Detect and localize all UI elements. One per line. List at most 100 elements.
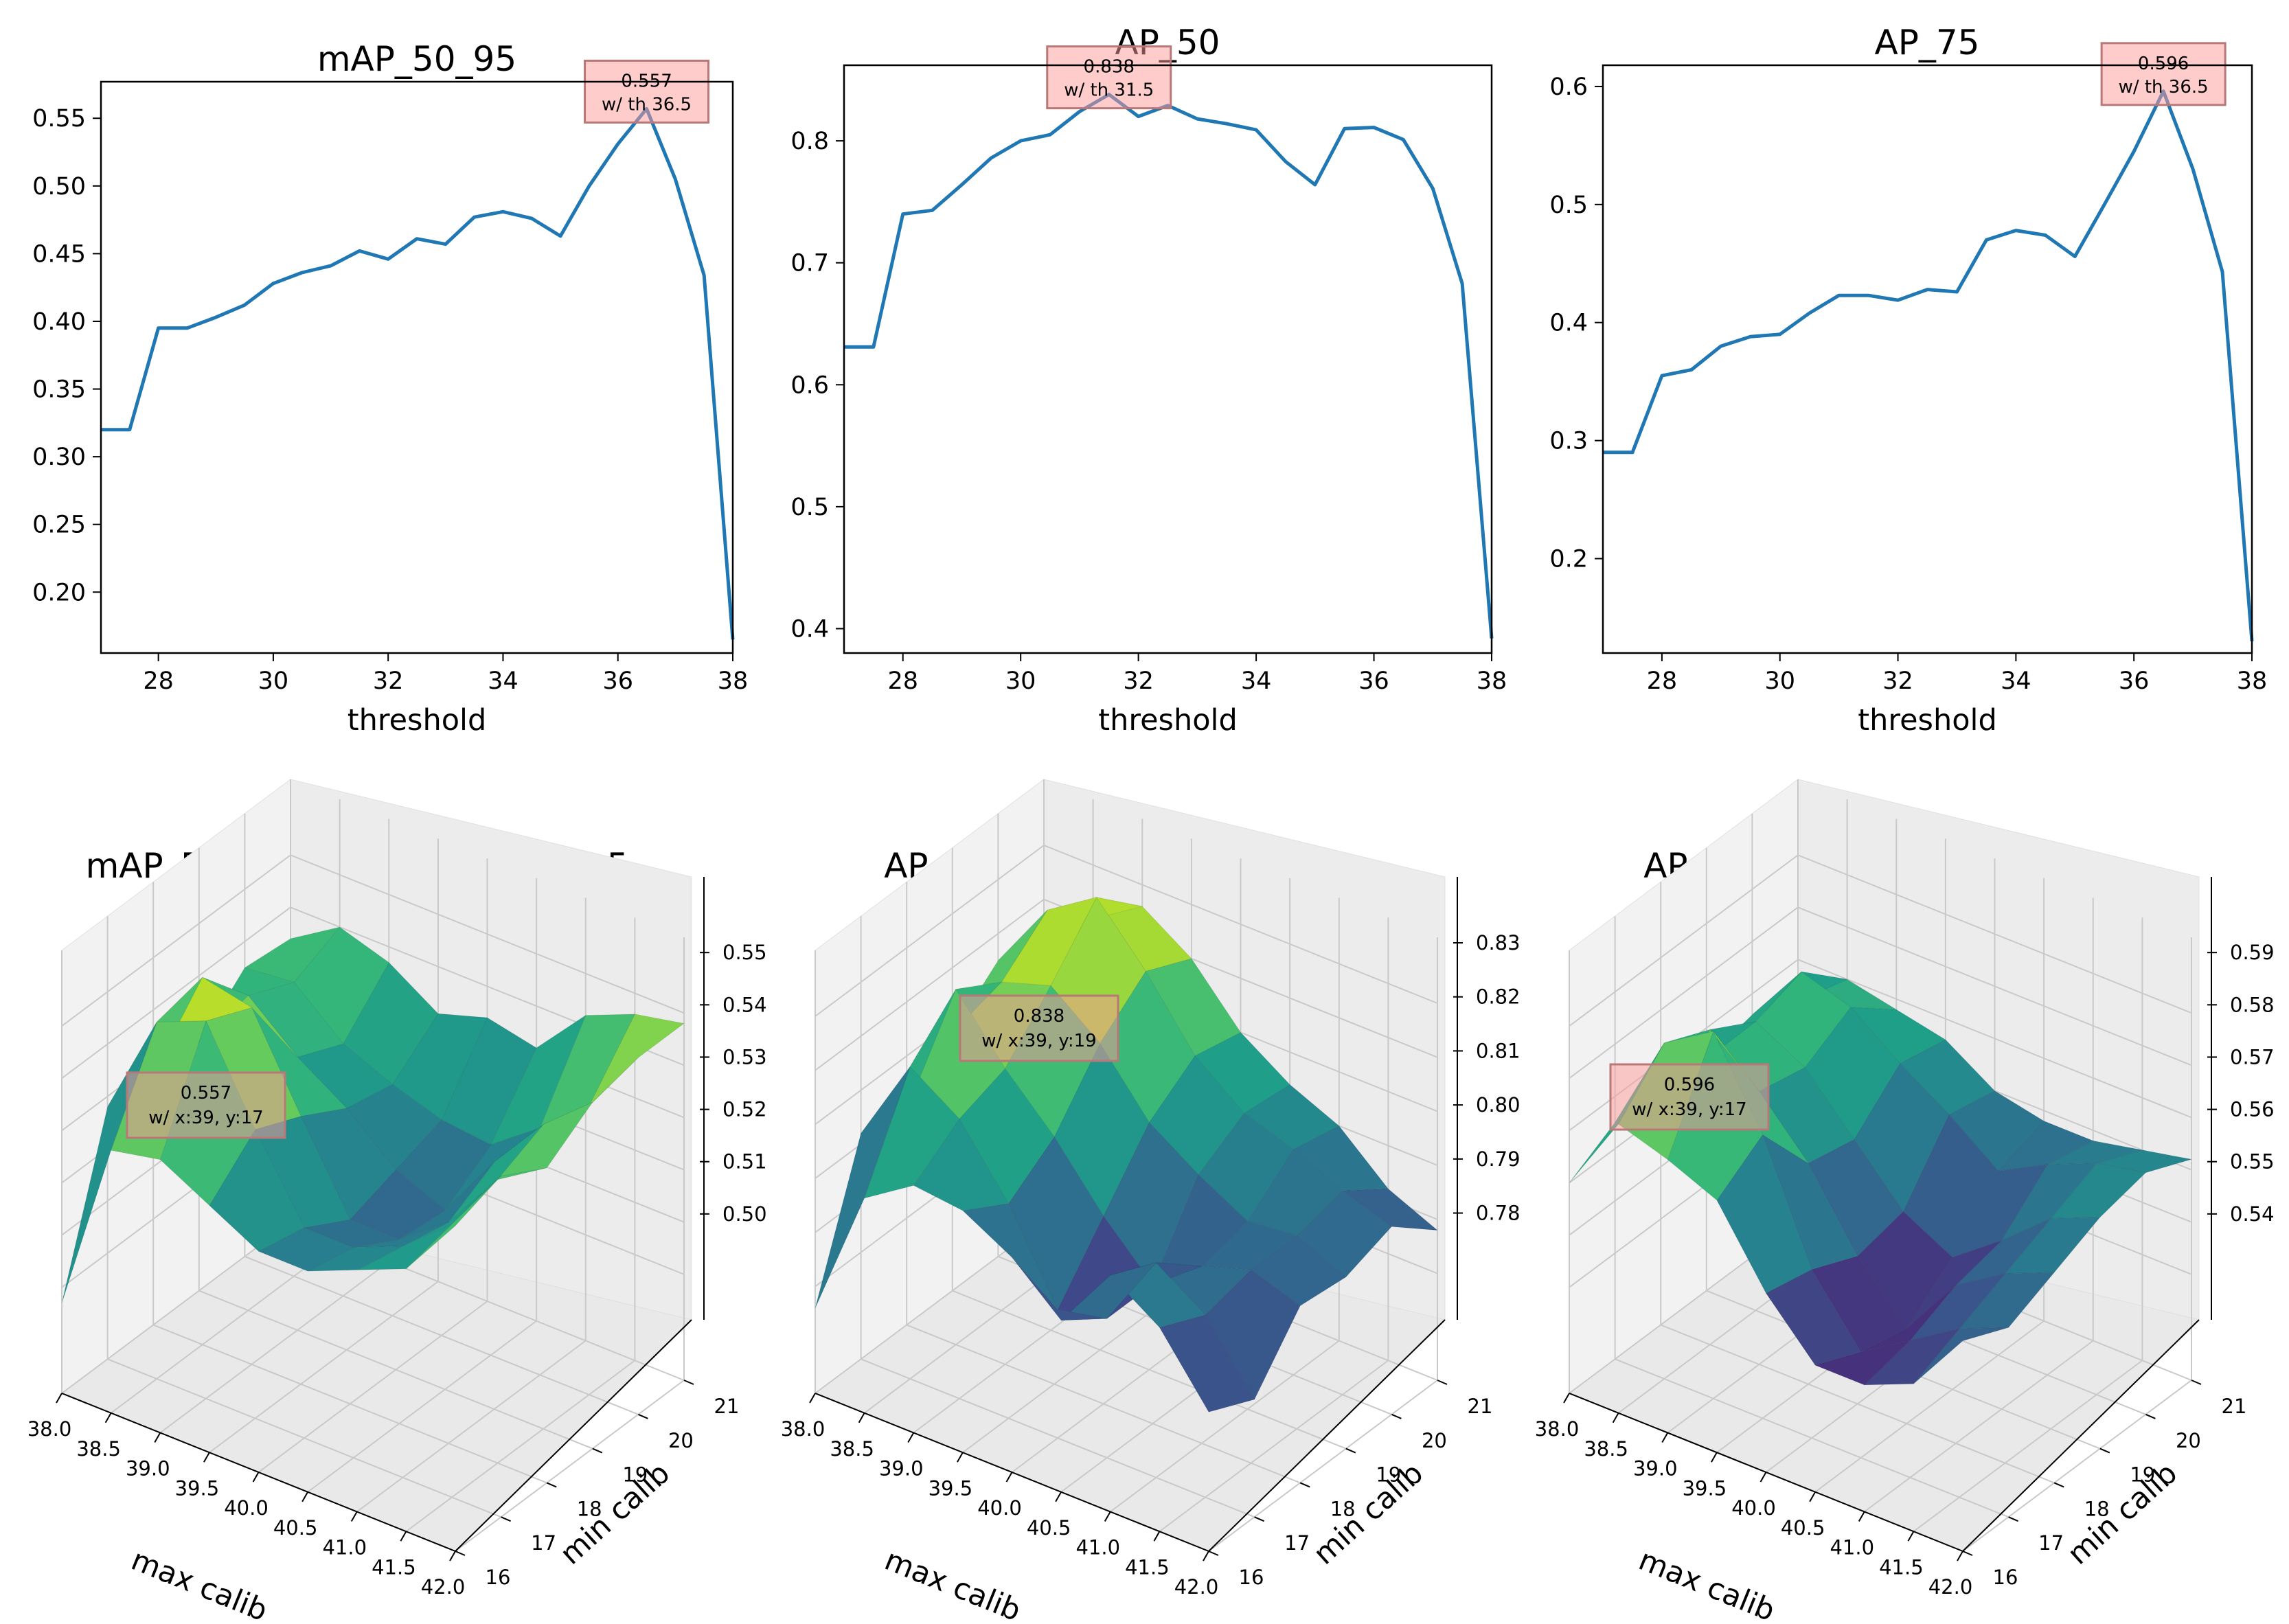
- floor-grid-line: [356, 1340, 587, 1513]
- floor-grid-line: [1814, 1320, 2045, 1493]
- annotation-value: 0.838: [1014, 1006, 1064, 1027]
- y-tick-label: 0.50: [32, 173, 86, 201]
- surface-face: [391, 1013, 488, 1121]
- x-axis-label: max calib: [126, 1543, 272, 1624]
- floor-grid-line: [1913, 1360, 2143, 1533]
- y-tick-label: 0.6: [1549, 73, 1588, 101]
- y-tick-label: 20: [2176, 1429, 2201, 1452]
- x-tick-mark: [858, 1413, 865, 1423]
- line-chart-1: mAP_50_95 28 30 32 34 36 38 0.20 0.25 0.30 0.35 0.4…: [32, 39, 748, 737]
- surface-face: [1909, 1272, 2006, 1341]
- y-tick-label: 21: [1468, 1395, 1493, 1418]
- surface-face: [1804, 1006, 1900, 1141]
- surface-face: [909, 988, 1006, 1120]
- x-tick-label: 40.0: [224, 1496, 269, 1520]
- x-tick-mark: [1809, 1491, 1816, 1502]
- floor-grid-line: [107, 1358, 501, 1518]
- floor-grid-line: [307, 1320, 537, 1493]
- y-tick-mark: [592, 1448, 603, 1454]
- x-tick-mark: [301, 1491, 308, 1502]
- axes-frame: [1602, 64, 2253, 654]
- y-tick-label: 0.4: [790, 615, 829, 643]
- x-tick-mark: [1005, 1472, 1013, 1483]
- floor-grid-line: [61, 1222, 291, 1394]
- surface-face: [209, 1128, 305, 1252]
- surface-face: [1100, 970, 1196, 1123]
- surface-face: [2001, 1163, 2097, 1242]
- floor-grid-line: [1962, 1380, 2192, 1552]
- z-grid-line: [815, 844, 1438, 1017]
- y-tick-label: 0.20: [32, 579, 86, 606]
- annotation-box: [126, 1071, 286, 1139]
- y-tick-label: 0.8: [790, 128, 829, 155]
- x-tick-mark: [449, 1551, 456, 1562]
- y-tick-label: 19: [2130, 1463, 2155, 1487]
- y-tick-label: 0.25: [32, 512, 86, 539]
- x-tick-mark: [1203, 1551, 1209, 1562]
- floor-grid-line: [405, 1360, 635, 1533]
- x-tick-label: 34: [488, 667, 519, 695]
- x-tick-mark: [56, 1393, 62, 1404]
- floor-grid-line: [209, 1281, 439, 1454]
- floor-grid-line: [198, 1290, 593, 1450]
- y-tick-label: 21: [714, 1395, 740, 1418]
- y-tick-label: 20: [668, 1429, 694, 1452]
- x-tick-label: 34: [2001, 667, 2031, 695]
- x-tick-label: 36: [602, 667, 633, 695]
- x-tick-label: 42.0: [1928, 1575, 1973, 1599]
- y-tick-mark: [2053, 1482, 2064, 1488]
- y-tick-label: 0.55: [32, 105, 86, 133]
- floor-grid-line: [244, 1255, 639, 1415]
- y-tick-mark: [683, 1380, 694, 1385]
- x-tick-mark: [1104, 1511, 1111, 1522]
- z-grid-line: [61, 854, 685, 1027]
- x-tick-label: 41.0: [1075, 1536, 1120, 1559]
- x-tick-mark: [1858, 1511, 1865, 1522]
- x-tick-label: 30: [1005, 667, 1036, 695]
- x-tick-label: 38: [718, 667, 749, 695]
- x-tick-mark: [1612, 1413, 1619, 1423]
- max-annotation: 0.596 w/ th 36.5: [2100, 42, 2227, 106]
- x-tick-mark: [1711, 1452, 1718, 1463]
- z-grid-line: [815, 898, 1438, 1071]
- y-tick-mark: [2099, 1448, 2110, 1454]
- y-tick-mark: [1391, 1413, 1402, 1419]
- x-tick-label: 39.0: [879, 1457, 924, 1480]
- x-tick-label: 41.0: [322, 1536, 367, 1559]
- x-tick-label: 32: [373, 667, 404, 695]
- x-tick-label: 38.0: [27, 1417, 72, 1441]
- annotation-box: [1609, 1063, 1770, 1131]
- surface-face: [1095, 897, 1192, 972]
- floor-grid-line: [258, 1301, 488, 1473]
- floor-grid-line: [111, 1241, 341, 1414]
- x-tick-mark: [400, 1531, 407, 1542]
- chart-title: mAP_50_95: [317, 39, 516, 79]
- z-tick-label: 0.54: [2230, 1202, 2275, 1226]
- y-axis-line: [1208, 1319, 1446, 1552]
- y-axis-line: [455, 1319, 692, 1552]
- z-tick-label: 0.78: [1476, 1202, 1521, 1225]
- x-tick-label: 41.5: [372, 1555, 416, 1579]
- surface-face: [1205, 1269, 1301, 1401]
- floor-grid-line: [152, 1324, 547, 1484]
- z-tick-label: 0.54: [722, 993, 767, 1016]
- x-tick-mark: [1661, 1432, 1669, 1443]
- annotation-box: [959, 994, 1119, 1062]
- y-tick-label: 0.3: [1549, 428, 1588, 455]
- annotation-value: 0.557: [181, 1083, 231, 1103]
- x-tick-label: 38.0: [1535, 1417, 1580, 1441]
- surface-face: [863, 1066, 960, 1199]
- y-tick-mark: [455, 1551, 466, 1556]
- z-tick-label: 0.83: [1476, 931, 1521, 954]
- surface-chart-1: mAP_50_95 with threshold 36.538.038.539.…: [27, 779, 767, 1624]
- x-tick-label: 42.0: [1174, 1575, 1219, 1599]
- surface-face: [1012, 1257, 1107, 1321]
- surface-face: [815, 1066, 911, 1309]
- y-tick-mark: [501, 1516, 511, 1522]
- y-tick-mark: [1299, 1482, 1310, 1488]
- floor-grid-line: [906, 1324, 1301, 1484]
- x-tick-label: 30: [258, 667, 289, 695]
- annotation-value: 0.596: [1664, 1075, 1715, 1095]
